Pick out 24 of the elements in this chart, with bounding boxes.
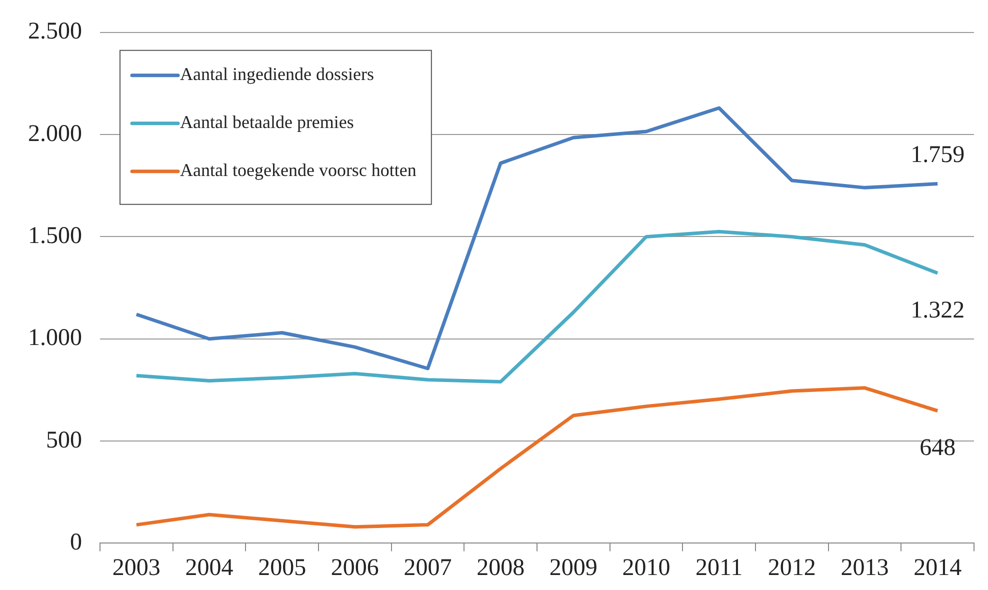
x-tick-label: 2004 — [185, 554, 234, 581]
x-tick-label: 2003 — [112, 554, 160, 581]
x-tick-label: 2010 — [622, 554, 670, 581]
y-tick-label: 500 — [46, 427, 82, 454]
legend-label: Aantal toegekende voorsc hotten — [180, 160, 416, 180]
x-tick-label: 2014 — [914, 554, 962, 581]
y-tick-label: 1.000 — [28, 325, 82, 352]
y-tick-label: 2.000 — [28, 120, 82, 147]
y-tick-label: 1.500 — [28, 223, 82, 250]
x-tick-label: 2012 — [768, 554, 816, 581]
x-tick-label: 2007 — [404, 554, 452, 581]
x-tick-label: 2009 — [549, 554, 598, 581]
x-tick-label: 2006 — [330, 554, 379, 581]
x-tick-label: 2005 — [258, 554, 306, 581]
data-label: 1.322 — [910, 297, 965, 324]
legend-label: Aantal betaalde premies — [180, 112, 354, 132]
y-tick-label: 0 — [70, 529, 82, 556]
legend-label: Aantal ingediende dossiers — [180, 64, 374, 84]
y-tick-label: 2.500 — [28, 18, 82, 45]
data-label: 1.759 — [910, 142, 965, 168]
x-tick-label: 2011 — [696, 554, 743, 581]
data-label: 648 — [920, 435, 956, 462]
x-tick-label: 2013 — [840, 554, 889, 581]
x-tick-label: 2008 — [476, 554, 525, 581]
